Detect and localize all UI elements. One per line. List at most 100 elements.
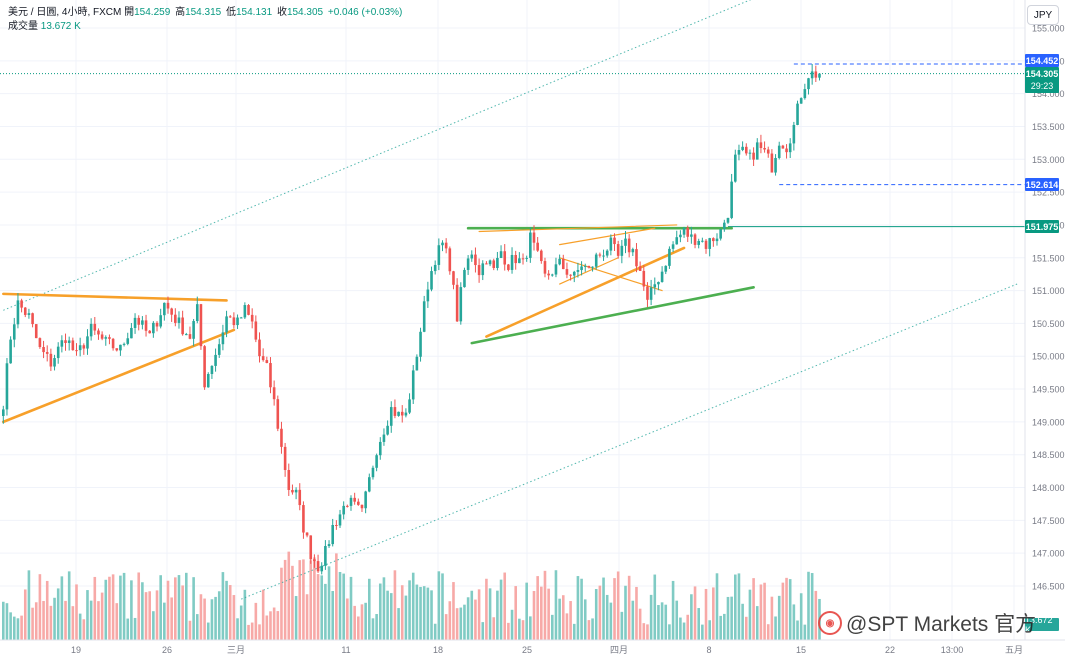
candle-body [144, 320, 148, 331]
volume-bar [763, 582, 766, 640]
watermark: ◉ @SPT Markets 官方 [818, 608, 1036, 638]
volume-bar [730, 596, 733, 640]
volume-bar [463, 604, 466, 640]
volume-bar [12, 616, 16, 640]
low-label: 低 [226, 7, 236, 18]
volume-bar [49, 605, 53, 640]
volume-bar [690, 594, 693, 640]
volume-bar [631, 600, 635, 640]
volume-bar [298, 560, 302, 640]
breakout-level-tag: 151.975 [1025, 220, 1059, 233]
volume-bar [27, 570, 31, 640]
volume-bar [31, 607, 34, 640]
candle-body [477, 265, 481, 276]
candle-body [616, 244, 620, 256]
candle-body [518, 258, 521, 264]
candle-body [280, 428, 283, 447]
volume-bar [152, 611, 155, 640]
volume-bar [214, 596, 217, 640]
candle-body [763, 147, 766, 150]
volume-bar [766, 624, 770, 640]
volume-bar [360, 604, 364, 640]
volume-bar [148, 591, 151, 640]
candle-body [148, 330, 151, 334]
time-axis[interactable]: 19 26 三月 11 18 25 四月 8 15 22 13:00 五月 [0, 639, 1065, 655]
volume-bar [67, 571, 71, 640]
currency-button[interactable]: JPY [1027, 5, 1059, 25]
candle-body [485, 263, 488, 265]
volume-bar [389, 593, 393, 640]
candle-body [682, 227, 686, 235]
price-tick-label: 153.500 [1032, 122, 1065, 132]
volume-bar [561, 595, 565, 640]
volume-bar [572, 623, 576, 640]
volume-bar [704, 588, 708, 640]
volume-bar [133, 617, 137, 640]
volume-bar [781, 582, 785, 640]
volume-bar [598, 585, 602, 640]
price-axis[interactable]: 155.000154.500154.000153.500153.000152.5… [1024, 0, 1065, 640]
candle-body [774, 157, 777, 173]
last-price-tag: 154.305 29:23 [1025, 67, 1059, 93]
volume-bar [726, 596, 730, 640]
volume-bar [357, 616, 360, 640]
candle-body [104, 337, 108, 339]
candle-body [814, 71, 818, 78]
candle-body [635, 249, 638, 267]
volume-bar [38, 574, 42, 640]
price-tick-label: 152.500 [1032, 188, 1065, 198]
candle-body [97, 330, 100, 335]
volume-bar [755, 606, 759, 640]
candle-body [488, 260, 492, 265]
candle-body [693, 234, 697, 245]
volume-bar [433, 623, 437, 640]
candle-body [177, 317, 181, 323]
volume-bar [119, 575, 122, 640]
volume-bar [437, 571, 441, 640]
candle-body [759, 142, 763, 148]
volume-bar [386, 590, 389, 640]
candle-body [723, 222, 726, 230]
volume-bar [686, 614, 690, 640]
candle-body [141, 320, 144, 325]
volume-bar [580, 578, 583, 640]
volume-bar [1, 601, 5, 640]
candle-body [715, 238, 719, 242]
candle-body [649, 287, 653, 300]
volume-bar [803, 624, 807, 640]
volume-bar [569, 601, 572, 640]
candle-body [287, 469, 291, 490]
candle-body [755, 142, 759, 160]
candle-body [430, 271, 433, 290]
volume-bar [693, 586, 697, 640]
candle-body [20, 300, 23, 308]
candle-body [525, 257, 528, 259]
candle-body [324, 546, 327, 566]
channel-line-lower [241, 283, 1018, 600]
time-tick-label: 11 [341, 645, 350, 655]
volume-bar [507, 622, 510, 640]
volume-bar [543, 570, 547, 640]
last-price-value: 154.305 [1025, 69, 1059, 79]
high-label: 高 [175, 7, 186, 18]
candle-body [327, 544, 331, 547]
candle-body [609, 237, 613, 251]
candle-body [532, 232, 536, 243]
volume-bar [558, 598, 561, 640]
candle-body [393, 407, 397, 416]
symbol-label: 美元 / 日圓, 4小時, FXCM [8, 7, 122, 18]
volume-bar [485, 578, 488, 640]
candle-body [803, 89, 807, 99]
candle-body [188, 334, 192, 339]
candle-body [605, 250, 609, 256]
candle-body [708, 238, 711, 249]
candle-body [353, 497, 356, 502]
volume-bar [653, 574, 657, 640]
candle-body [796, 103, 799, 125]
candle-body [807, 78, 810, 90]
candle-body [346, 505, 349, 507]
volume-bar [60, 576, 64, 640]
candle-body [82, 345, 86, 349]
volume-bar [583, 599, 587, 640]
